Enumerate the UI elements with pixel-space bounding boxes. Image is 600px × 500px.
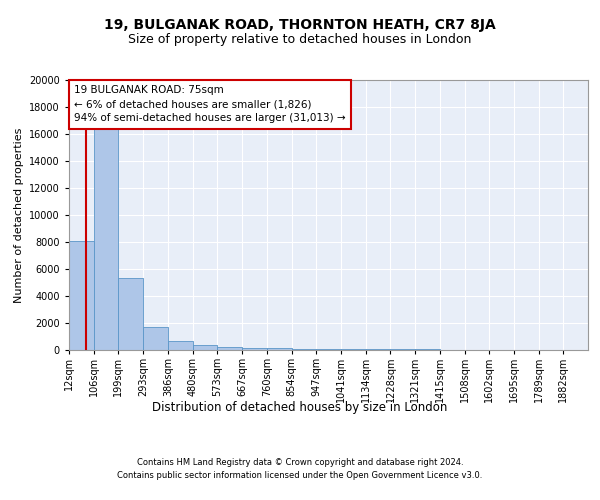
Bar <box>118 278 143 350</box>
Text: Contains public sector information licensed under the Open Government Licence v3: Contains public sector information licen… <box>118 472 482 480</box>
Text: 19, BULGANAK ROAD, THORNTON HEATH, CR7 8JA: 19, BULGANAK ROAD, THORNTON HEATH, CR7 8… <box>104 18 496 32</box>
Bar <box>365 349 391 350</box>
Text: 19 BULGANAK ROAD: 75sqm
← 6% of detached houses are smaller (1,826)
94% of semi-: 19 BULGANAK ROAD: 75sqm ← 6% of detached… <box>74 86 346 124</box>
Text: Contains HM Land Registry data © Crown copyright and database right 2024.: Contains HM Land Registry data © Crown c… <box>137 458 463 467</box>
Text: Size of property relative to detached houses in London: Size of property relative to detached ho… <box>128 32 472 46</box>
Bar <box>143 327 168 350</box>
Bar <box>94 120 118 350</box>
Bar <box>168 340 193 350</box>
Bar <box>316 349 341 350</box>
Bar <box>193 346 217 350</box>
Bar <box>267 348 292 350</box>
Bar <box>341 349 365 350</box>
Y-axis label: Number of detached properties: Number of detached properties <box>14 128 23 302</box>
Text: Distribution of detached houses by size in London: Distribution of detached houses by size … <box>152 401 448 414</box>
Bar <box>69 240 94 350</box>
Bar <box>242 348 267 350</box>
Bar <box>292 348 316 350</box>
Bar <box>217 347 242 350</box>
